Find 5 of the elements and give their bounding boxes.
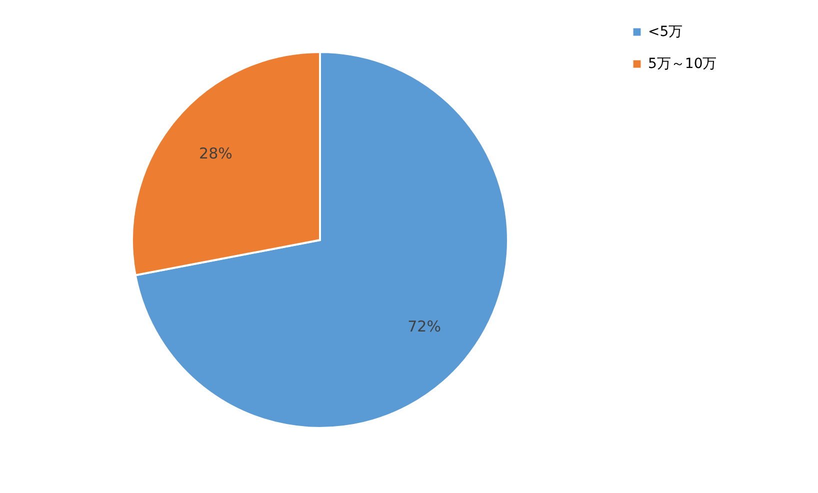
pie-slice xyxy=(134,51,509,429)
legend-label: <5万 xyxy=(648,24,683,40)
data-label: 72% xyxy=(408,317,441,336)
data-label: 28% xyxy=(199,144,232,163)
legend-label: 5万～10万 xyxy=(648,56,717,72)
